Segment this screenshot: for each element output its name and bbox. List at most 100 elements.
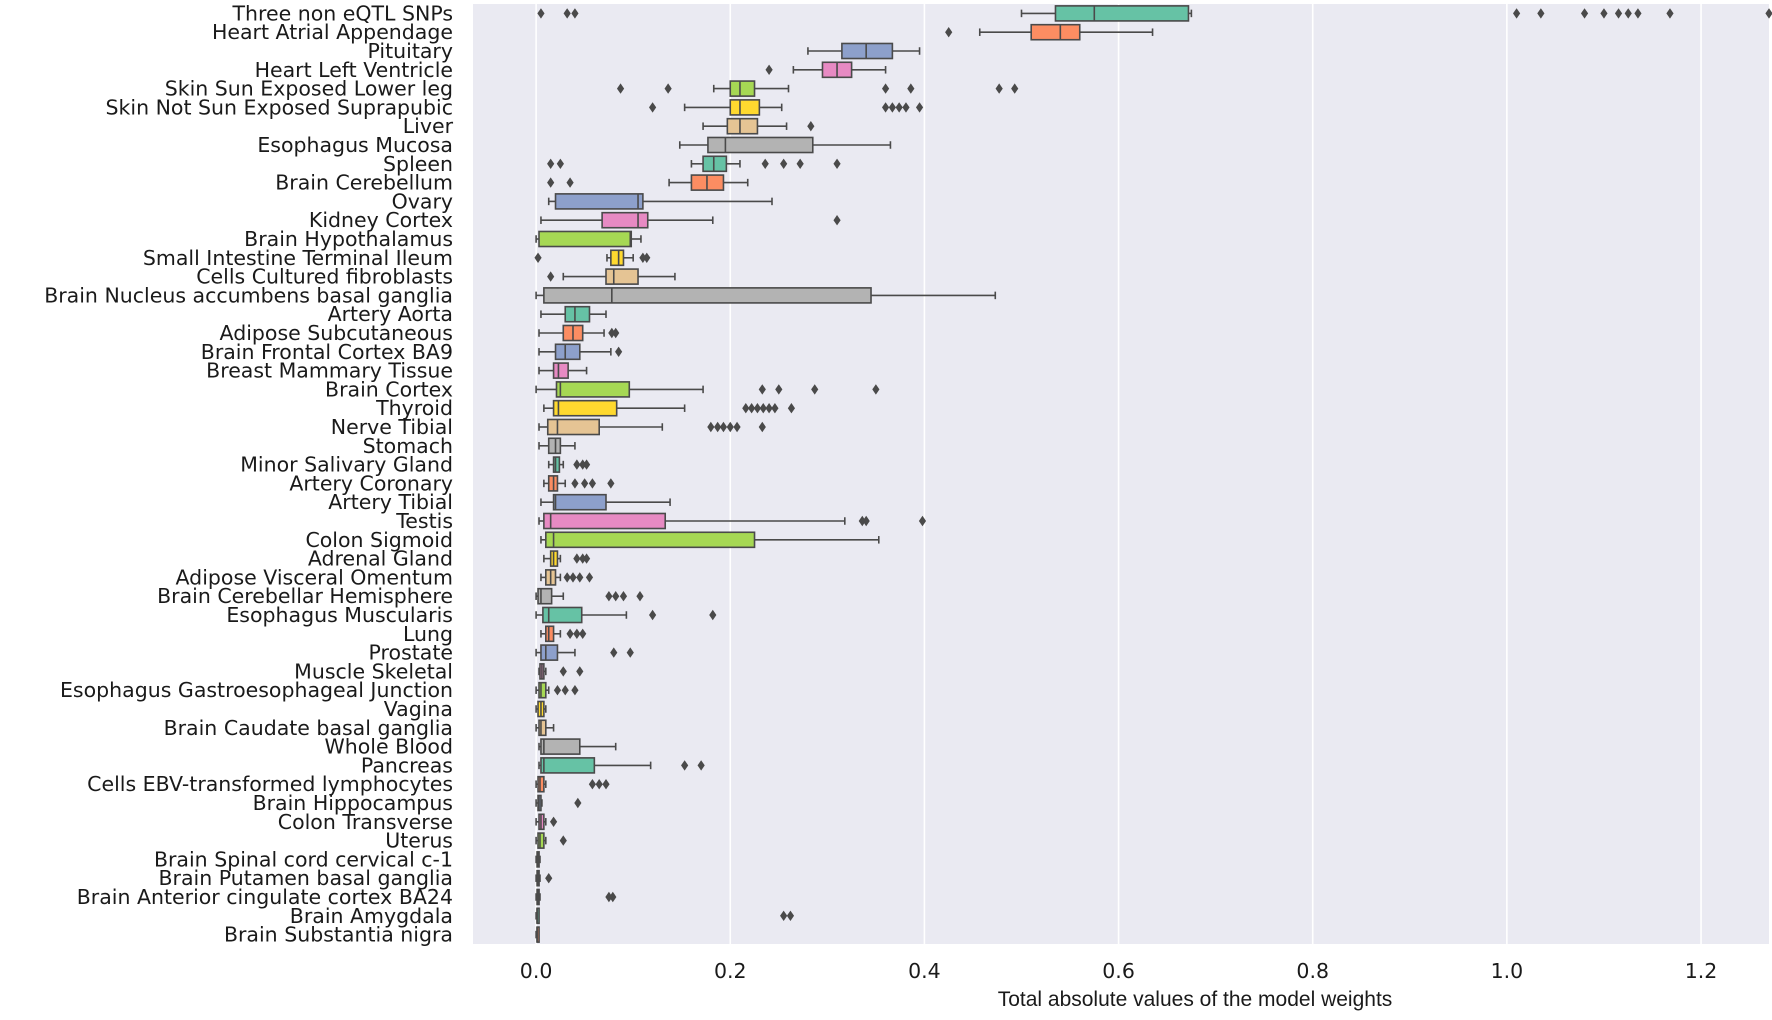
plot-background [473,4,1769,944]
grid-lines [535,4,1702,944]
outlier-point [1765,8,1772,19]
outlier-point [761,158,769,169]
outlier-point [559,666,567,677]
outlier-point [576,572,584,583]
outlier-point [643,252,651,263]
box-group [535,700,547,718]
category-label: Colon Sigmoid [305,528,453,552]
outlier-point [563,8,571,19]
outlier-point [753,403,762,414]
outlier-point [787,403,796,414]
outlier-point [1624,8,1632,19]
category-label: Artery Aorta [328,302,453,326]
outlier-point [758,421,766,433]
outlier-point [1600,8,1608,19]
outlier-point [547,177,555,188]
outlier-point [605,891,613,903]
outlier-point [534,252,542,263]
box-group [535,888,617,906]
box-group [547,155,841,173]
outlier-point [602,779,610,790]
box-group [538,738,617,755]
outlier-point [733,421,741,433]
x-tick-label: 0.2 [714,959,747,983]
category-label: Heart Left Ventricle [255,58,453,82]
outlier-point [758,384,766,395]
box-group [535,719,555,737]
box [841,42,894,60]
outlier-point [709,609,717,621]
x-tick-label: 1.2 [1685,959,1718,983]
outlier-point [581,478,589,489]
outlier-point [862,515,870,527]
box-group [535,587,644,605]
box-group [538,324,620,342]
outlier-point [579,553,587,564]
box-group [547,174,749,191]
category-label: Brain Spinal cord cervical c-1 [154,847,453,871]
outlier-point [907,83,915,94]
box-group [535,926,540,943]
category-label: Esophagus Mucosa [257,133,453,157]
outlier-point [1537,8,1545,19]
box [1030,23,1081,41]
box [552,362,569,379]
category-label: Skin Not Sun Exposed Suprapubic [106,95,454,119]
x-tick-label: 0.8 [1296,959,1329,983]
category-label: Artery Coronary [289,471,453,495]
box [537,775,545,793]
box-group [538,418,766,436]
outlier-point [595,779,603,790]
box-group [945,23,1154,41]
box [545,531,756,549]
box-group [540,211,841,229]
outlier-point [545,873,553,884]
box [729,80,756,97]
box-group [543,550,591,567]
outlier-point [771,403,779,414]
category-label: Muscle Skeletal [294,659,453,683]
category-label: Brain Amygdala [290,904,453,928]
outlier-point [612,327,620,339]
box [707,136,814,154]
outlier-point [888,102,896,113]
box-series [534,5,1772,943]
outlier-point [1666,8,1674,19]
category-label: Artery Tibial [328,490,453,514]
outlier-point [559,835,567,846]
outlier-point [1011,83,1019,94]
outlier-point [719,421,728,433]
outlier-point [639,252,647,263]
category-label: Testis [395,509,453,533]
box-group [535,851,541,868]
outlier-point [573,628,581,639]
outlier-point [561,685,569,696]
outlier-point [571,685,579,696]
box-group [538,437,576,455]
box-group [537,5,1772,22]
outlier-point [1614,8,1623,19]
outlier-point [811,384,819,395]
box-group [535,813,558,831]
category-label: Pituitary [368,39,454,63]
category-label: Pancreas [361,753,453,777]
box [540,757,596,774]
box-group [535,644,634,661]
box-group [535,681,579,699]
outlier-point [588,478,597,489]
outlier-point [807,121,815,132]
category-label: Brain Anterior cingulate cortex BA24 [77,885,453,909]
box [610,249,625,267]
category-label: Lung [403,622,453,646]
box-group [547,456,591,473]
category-label: Brain Hippocampus [253,791,453,815]
box-group [547,268,676,285]
outlier-point [573,553,581,564]
box [554,343,581,361]
category-label: Brain Nucleus accumbens basal ganglia [44,283,453,307]
outlier-point [742,403,750,414]
outlier-point [648,102,657,113]
outlier-point [563,572,571,583]
box [1054,5,1190,22]
